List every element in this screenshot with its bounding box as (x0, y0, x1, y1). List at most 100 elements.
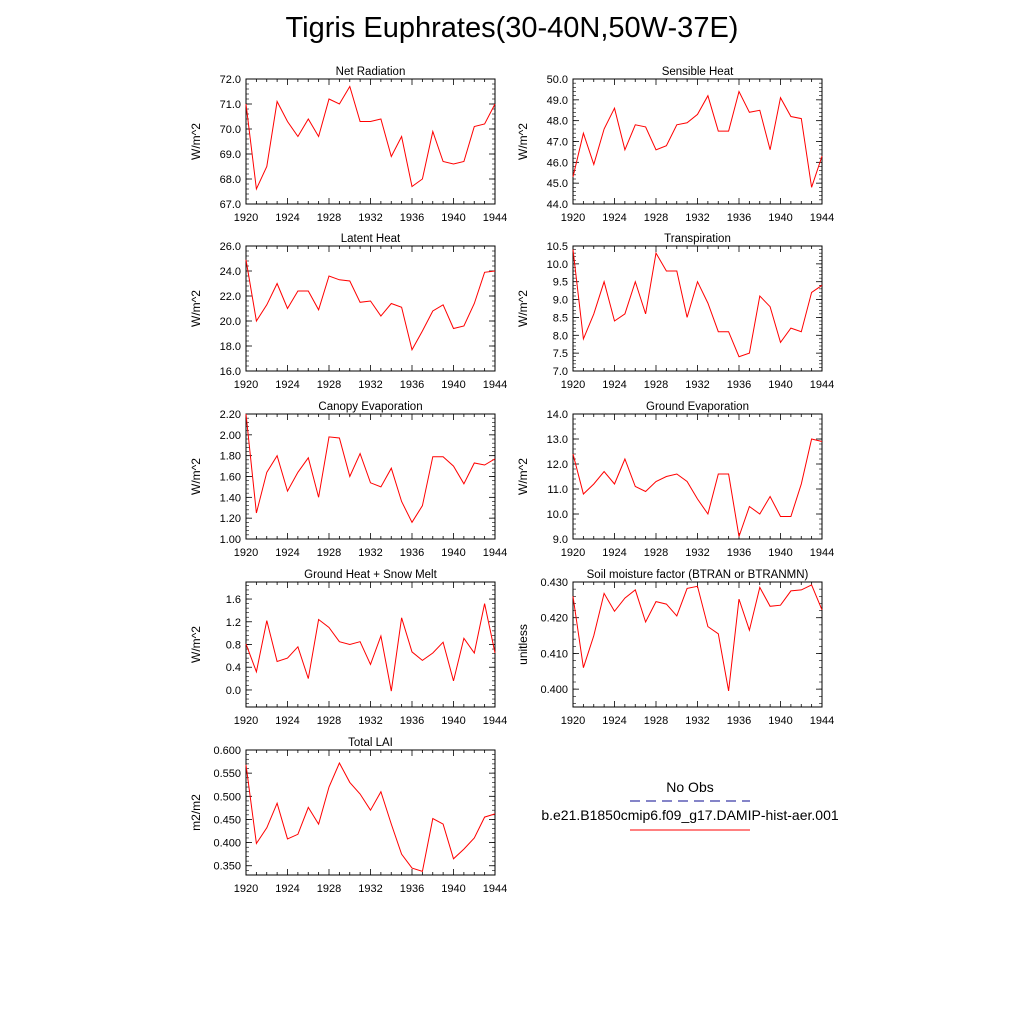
y-tick-label: 0.400 (540, 684, 568, 696)
panel-title: Sensible Heat (662, 66, 734, 78)
x-tick-label: 1944 (810, 547, 834, 559)
y-tick-label: 1.2 (226, 617, 241, 629)
y-tick-label: 20.0 (220, 316, 241, 328)
x-tick-label: 1944 (810, 715, 834, 727)
x-tick-label: 1928 (317, 547, 341, 559)
y-tick-label: 1.80 (220, 451, 241, 463)
x-tick-label: 1920 (234, 212, 258, 224)
x-tick-label: 1920 (234, 379, 258, 391)
y-tick-label: 0.4 (226, 662, 241, 674)
y-tick-label: 44.0 (547, 199, 568, 211)
y-tick-label: 16.0 (220, 366, 241, 378)
x-tick-label: 1940 (441, 212, 465, 224)
panel-title: Latent Heat (341, 233, 401, 245)
series-line (572, 438, 823, 537)
x-tick-label: 1936 (400, 379, 424, 391)
x-tick-label: 1924 (275, 715, 299, 727)
panel-net-radiation: Net Radiation 1920 1924 1928 1932 1936 1940 194… (189, 66, 507, 224)
panel-title: Ground Heat + Snow Melt (304, 569, 437, 581)
x-tick-label: 1932 (358, 547, 382, 559)
x-tick-label: 1920 (561, 212, 585, 224)
panel-title: Ground Evaporation (646, 401, 749, 413)
x-tick-label: 1936 (400, 883, 424, 895)
panel-ground-evaporation: Ground Evaporation 1920 1924 1928 1932 1936 19… (516, 401, 834, 559)
x-tick-label: 1920 (561, 547, 585, 559)
y-tick-label: 68.0 (220, 174, 241, 186)
plot-frame (572, 78, 823, 205)
y-tick-label: 13.0 (547, 434, 568, 446)
y-tick-label: 10.5 (547, 241, 568, 253)
panel-title: Total LAI (348, 737, 393, 749)
panel-title: Canopy Evaporation (318, 401, 422, 413)
x-tick-label: 1928 (317, 379, 341, 391)
panel-title: Transpiration (664, 233, 731, 245)
y-tick-label: 0.430 (540, 577, 568, 589)
plot-frame (572, 581, 823, 708)
y-tick-label: 22.0 (220, 291, 241, 303)
x-tick-label: 1924 (602, 379, 626, 391)
y-axis-label: W/m^2 (189, 123, 203, 160)
x-tick-label: 1940 (768, 212, 792, 224)
plot-frame (572, 413, 823, 540)
y-tick-label: 12.0 (547, 459, 568, 471)
y-tick-label: 2.00 (220, 430, 241, 442)
panel-ground-heat-snow-melt: Ground Heat + Snow Melt 1920 1924 1928 1932 1… (189, 569, 507, 727)
y-tick-label: 11.0 (547, 484, 568, 496)
y-tick-label: 2.20 (220, 409, 241, 421)
y-tick-label: 67.0 (220, 199, 241, 211)
x-tick-label: 1928 (644, 715, 668, 727)
x-tick-label: 1944 (810, 212, 834, 224)
page-title: Tigris Euphrates(30-40N,50W-37E) (285, 12, 739, 44)
plot-frame (572, 245, 823, 372)
y-tick-label: 9.0 (553, 295, 568, 307)
panel-title: Soil moisture factor (BTRAN or BTRANMN) (587, 569, 809, 581)
y-tick-label: 8.5 (553, 312, 568, 324)
y-tick-label: 14.0 (547, 409, 568, 421)
x-tick-label: 1936 (400, 212, 424, 224)
x-tick-label: 1944 (483, 379, 507, 391)
plot-frame (245, 78, 496, 205)
x-tick-label: 1944 (483, 212, 507, 224)
x-tick-label: 1944 (810, 379, 834, 391)
y-tick-label: 0.600 (213, 745, 241, 757)
x-tick-label: 1936 (727, 547, 751, 559)
x-tick-label: 1932 (685, 212, 709, 224)
y-axis-label: W/m^2 (189, 458, 203, 495)
y-tick-label: 0.410 (540, 648, 568, 660)
y-tick-label: 50.0 (547, 74, 568, 86)
x-tick-label: 1932 (358, 379, 382, 391)
y-tick-label: 9.0 (553, 534, 568, 546)
panel-soil-moisture-factor-btran-or-btranmn-: Soil moisture factor (BTRAN or BTRANMN) 1… (516, 569, 834, 727)
series-line (572, 584, 823, 691)
y-tick-label: 0.350 (213, 861, 241, 873)
x-tick-label: 1924 (602, 212, 626, 224)
legend-model-label: b.e21.B1850cmip6.f09_g17.DAMIP-hist-aer.… (541, 807, 839, 823)
y-axis-label: W/m^2 (189, 626, 203, 663)
series-line (245, 413, 496, 524)
y-tick-label: 69.0 (220, 149, 241, 161)
y-tick-label: 1.6 (226, 594, 241, 606)
x-tick-label: 1944 (483, 715, 507, 727)
x-tick-label: 1924 (275, 212, 299, 224)
y-tick-label: 0.500 (213, 791, 241, 803)
panel-latent-heat: Latent Heat 1920 1924 1928 1932 1936 1940 1944 1… (189, 233, 507, 391)
x-tick-label: 1932 (685, 379, 709, 391)
y-tick-label: 71.0 (220, 99, 241, 111)
y-tick-label: 0.8 (226, 640, 241, 652)
x-tick-label: 1940 (441, 883, 465, 895)
x-tick-label: 1928 (317, 212, 341, 224)
x-tick-label: 1920 (234, 883, 258, 895)
x-tick-label: 1936 (727, 715, 751, 727)
y-tick-label: 10.0 (547, 509, 568, 521)
x-tick-label: 1944 (483, 883, 507, 895)
y-tick-label: 72.0 (220, 74, 241, 86)
panel-canopy-evaporation: Canopy Evaporation 1920 1924 1928 1932 1936 19… (189, 401, 507, 559)
y-tick-label: 26.0 (220, 241, 241, 253)
legend-obs-label: No Obs (666, 779, 714, 795)
x-tick-label: 1944 (483, 547, 507, 559)
x-tick-label: 1932 (685, 715, 709, 727)
x-tick-label: 1940 (768, 715, 792, 727)
x-tick-label: 1920 (234, 547, 258, 559)
x-tick-label: 1940 (441, 379, 465, 391)
y-tick-label: 48.0 (547, 116, 568, 128)
